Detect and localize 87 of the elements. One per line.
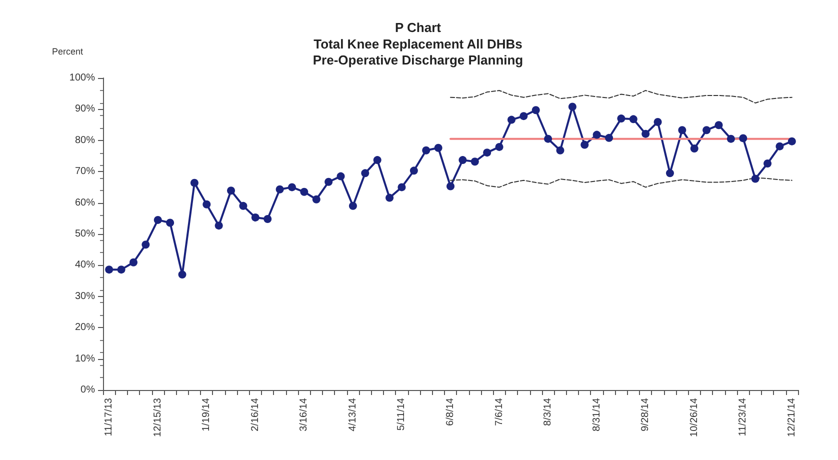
y-tick-label: 90% xyxy=(74,104,96,115)
point xyxy=(544,134,552,143)
point xyxy=(142,240,150,249)
point xyxy=(446,182,454,190)
x-tick-label: 10/26/14 xyxy=(688,398,700,437)
y-tick-label: 70% xyxy=(74,166,96,178)
point xyxy=(373,156,382,164)
line-series xyxy=(450,90,792,104)
x-tick-label: 6/8/14 xyxy=(445,398,456,426)
point xyxy=(617,114,626,123)
point xyxy=(190,178,198,187)
point xyxy=(666,169,674,178)
y-tick-label: 80% xyxy=(74,134,96,146)
point xyxy=(751,174,760,183)
point xyxy=(348,202,357,210)
point xyxy=(214,222,223,230)
point xyxy=(714,121,723,130)
x-tick-label: 7/6/14 xyxy=(494,398,505,426)
point xyxy=(580,140,589,149)
x-tick-label: 1/19/14 xyxy=(201,398,212,432)
x-tick-label: 4/13/14 xyxy=(347,398,358,432)
point xyxy=(239,202,248,210)
chart-title: P Chart xyxy=(395,20,442,35)
point xyxy=(556,146,564,154)
x-tick-label: 8/31/14 xyxy=(591,398,602,432)
point xyxy=(117,266,126,274)
point xyxy=(776,142,784,150)
point xyxy=(288,183,296,192)
point xyxy=(495,142,504,151)
point xyxy=(361,169,370,178)
point xyxy=(642,130,650,138)
x-tick-label: 11/17/13 xyxy=(104,398,115,436)
x-tick-label: 5/11/14 xyxy=(396,398,408,431)
point xyxy=(568,102,576,111)
point xyxy=(702,126,711,134)
y-tick-label: 20% xyxy=(74,322,96,334)
chart-subtitle: Total Knee Replacement All DHBs Pre-Operative Discharge Planning xyxy=(312,36,524,68)
x-tick-label: 11/23/14 xyxy=(738,398,749,436)
y-tick-label: 100% xyxy=(69,72,96,84)
point xyxy=(532,106,540,114)
point xyxy=(605,134,614,142)
x-tick-label: 9/28/14 xyxy=(640,398,652,432)
y-tick-label: 30% xyxy=(74,290,96,302)
x-tick-label: 3/16/14 xyxy=(298,398,310,432)
point xyxy=(154,216,162,224)
point xyxy=(202,200,211,208)
point xyxy=(276,185,284,194)
point xyxy=(410,166,418,175)
point xyxy=(726,134,735,143)
y-tick-label: 50% xyxy=(74,228,96,240)
point xyxy=(690,144,698,153)
point xyxy=(105,266,114,274)
point xyxy=(764,159,772,168)
point xyxy=(166,218,174,227)
point xyxy=(227,186,236,195)
point xyxy=(336,172,345,180)
y-tick-label: 40% xyxy=(74,260,96,271)
point xyxy=(312,195,320,204)
point xyxy=(178,270,186,279)
point xyxy=(483,148,492,157)
point xyxy=(592,130,601,139)
point xyxy=(458,156,467,164)
point xyxy=(251,213,260,222)
point xyxy=(386,194,394,202)
point xyxy=(678,126,686,134)
point xyxy=(788,137,796,146)
point xyxy=(739,134,748,142)
point xyxy=(324,178,333,186)
y-tick-label: 10% xyxy=(74,353,96,364)
x-tick-label: 8/3/14 xyxy=(542,398,554,426)
point xyxy=(507,116,516,124)
y-tick-label: 0% xyxy=(80,384,96,396)
point xyxy=(654,118,662,126)
point xyxy=(434,144,442,152)
point xyxy=(129,258,138,266)
point xyxy=(520,112,528,120)
point xyxy=(422,146,430,154)
y-axis-title: Percent xyxy=(52,46,84,56)
x-tick-label: 12/21/14 xyxy=(786,398,798,437)
point xyxy=(264,215,272,224)
x-tick-label: 12/15/13 xyxy=(152,398,164,437)
point xyxy=(398,183,406,192)
point xyxy=(629,115,638,124)
point xyxy=(470,158,479,166)
x-tick-label: 2/16/14 xyxy=(250,398,261,432)
y-tick-label: 60% xyxy=(74,197,96,208)
point xyxy=(300,188,308,196)
